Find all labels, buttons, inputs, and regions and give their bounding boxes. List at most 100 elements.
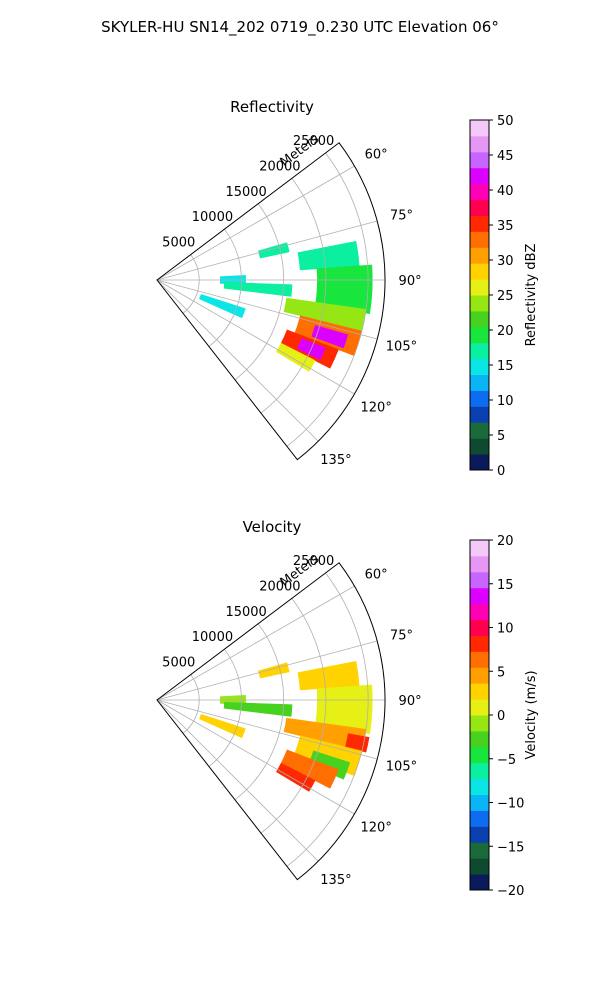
- colorbar-tick-label: −15: [497, 840, 524, 855]
- colorbar-segment: [470, 263, 489, 280]
- colorbar-segment: [470, 826, 489, 843]
- range-tick-label: 25000: [293, 134, 334, 149]
- echo-cell: [258, 662, 290, 679]
- colorbar-segment: [470, 120, 489, 137]
- range-tick-label: 5000: [162, 236, 195, 251]
- echo-cell: [223, 702, 293, 717]
- colorbar-segment: [470, 167, 489, 185]
- echo-cell: [297, 240, 360, 271]
- range-ring: [286, 572, 369, 867]
- azimuth-tick-label: 75°: [390, 628, 413, 643]
- azimuth-tick-label: 90°: [399, 694, 422, 709]
- range-tick-label: 5000: [162, 656, 195, 671]
- reflectivity-sector-frame: [156, 142, 386, 461]
- colorbar-segment: [470, 151, 489, 169]
- colorbar-tick-label: 30: [497, 254, 514, 269]
- colorbar-tick-label: 10: [497, 622, 514, 637]
- colorbar-tick-label: −20: [497, 884, 524, 899]
- colorbar-segment: [470, 715, 489, 732]
- sector-outline: [156, 562, 386, 881]
- colorbar-segment: [470, 603, 489, 621]
- colorbar-segment: [470, 794, 489, 811]
- colorbar-segment: [470, 295, 489, 312]
- colorbar-segment: [470, 874, 489, 891]
- range-tick-label: 25000: [293, 554, 334, 569]
- azimuth-tick-label: 135°: [320, 453, 351, 468]
- azimuth-tick-label: 120°: [361, 401, 392, 416]
- echo-cell: [276, 342, 316, 372]
- azimuth-tick-label: 135°: [320, 873, 351, 888]
- echo-cell: [199, 293, 246, 319]
- reflectivity-panel: Reflectivity 5000 10000 15000 20000 25000 60…: [156, 98, 539, 479]
- azimuth-tick-label: 60°: [365, 567, 388, 582]
- echo-cell: [315, 264, 373, 315]
- colorbar-tick-label: 50: [497, 114, 514, 129]
- colorbar-tick-label: 15: [497, 359, 514, 374]
- range-tick-label: 20000: [259, 159, 300, 174]
- colorbar-tick-label: 10: [497, 394, 514, 409]
- reflectivity-range-labels: 5000 10000 15000 20000 25000: [162, 134, 334, 251]
- colorbar-segment: [470, 842, 489, 859]
- echo-cell: [345, 733, 370, 753]
- echo-cell: [315, 684, 373, 735]
- range-ring: [286, 152, 369, 447]
- sector-outline: [156, 142, 386, 461]
- colorbar-tick-label: 20: [497, 324, 514, 339]
- colorbar-segment: [470, 310, 489, 328]
- range-tick-label: 15000: [225, 605, 266, 620]
- colorbar-segment: [470, 183, 489, 201]
- azimuth-tick-label: 90°: [399, 274, 422, 289]
- range-tick-label: 10000: [192, 210, 233, 225]
- azimuth-tick-label: 120°: [361, 821, 392, 836]
- velocity-range-labels: 5000 10000 15000 20000 25000: [162, 554, 334, 671]
- colorbar-segment: [470, 231, 489, 248]
- colorbar-segment: [470, 730, 489, 748]
- colorbar-segment: [470, 587, 489, 605]
- velocity-echoes: [199, 660, 373, 792]
- echo-cell: [297, 660, 360, 691]
- range-tick-label: 15000: [225, 185, 266, 200]
- range-ring: [260, 598, 327, 834]
- azimuth-spoke: [156, 699, 355, 815]
- velocity-azimuth-labels: 60° 75° 90° 105° 120° 135°: [320, 567, 421, 887]
- azimuth-spoke: [156, 165, 355, 281]
- colorbar-segment: [470, 135, 489, 153]
- range-tick-label: 20000: [259, 579, 300, 594]
- colorbar-segment: [470, 199, 489, 216]
- colorbar-tick-label: 35: [497, 219, 514, 234]
- colorbar-segment: [470, 438, 489, 455]
- echo-cell: [311, 325, 349, 349]
- velocity-panel: Velocity 5000 10000 15000 20000 25000 60° 75°…: [156, 518, 539, 899]
- range-ring: [182, 674, 200, 734]
- range-ring: [234, 623, 285, 801]
- colorbar-label: Reflectivity dBZ: [524, 244, 539, 347]
- colorbar-segment: [470, 571, 489, 589]
- echo-cell: [280, 749, 339, 789]
- colorbar-segment: [470, 374, 489, 391]
- colorbar-segment: [470, 858, 489, 875]
- colorbar-segment: [470, 810, 489, 827]
- reflectivity-title: Reflectivity: [230, 98, 314, 116]
- colorbar-segment: [470, 619, 489, 636]
- colorbar-segment: [470, 390, 489, 407]
- reflectivity-echoes: [199, 240, 373, 372]
- echo-cell: [199, 713, 246, 739]
- azimuth-tick-label: 60°: [365, 147, 388, 162]
- colorbar-label: Velocity (m/s): [524, 670, 539, 759]
- range-ring: [182, 254, 200, 314]
- colorbar-segment: [470, 651, 489, 668]
- reflectivity-colorbar: 0 5 10 15 20 25 30 35 40 45 50 Reflectivity dBZ: [469, 114, 539, 479]
- echo-cell: [223, 282, 293, 297]
- colorbar-segment: [470, 667, 489, 684]
- colorbar-segment: [470, 540, 489, 557]
- colorbar-segment: [470, 635, 489, 652]
- colorbar-segment: [470, 555, 489, 573]
- reflectivity-grid: [156, 152, 385, 447]
- velocity-colorbar: −20 −15 −10 −5 0 5 10 15 20 Velocity (m/s): [469, 534, 539, 899]
- azimuth-spoke: [156, 699, 378, 760]
- colorbar-tick-label: 40: [497, 184, 514, 199]
- velocity-sector-frame: [156, 562, 386, 881]
- colorbar-tick-label: 0: [497, 464, 505, 479]
- azimuth-spoke: [156, 699, 319, 862]
